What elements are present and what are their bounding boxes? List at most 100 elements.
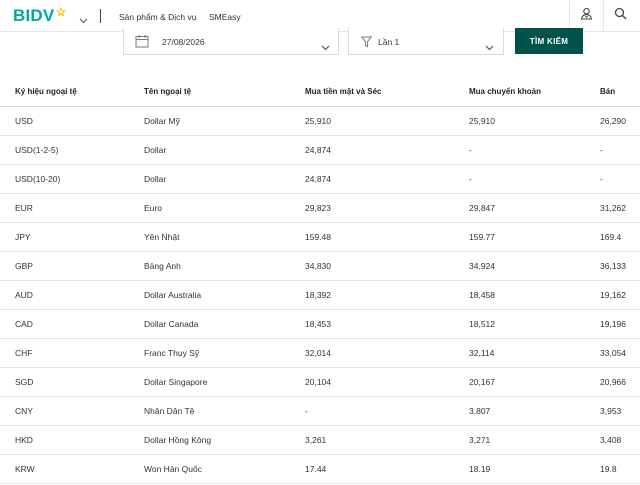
cell-code: CHF (15, 348, 33, 358)
filter-funnel-icon (360, 35, 373, 53)
search-icon (614, 7, 627, 25)
col-header-cash-buy: Mua tiền mặt và Séc (305, 87, 382, 96)
table-row: SGD Dollar Singapore 20,104 20,167 20,966 (0, 368, 640, 397)
cell-code: CAD (15, 319, 33, 329)
cell-name: Dollar Hồng Kông (144, 435, 212, 445)
table-body: USD Dollar Mỹ 25,910 25,910 26,290 USD(1-2-5)… (0, 107, 640, 484)
cell-cash-buy: 24,874 (305, 145, 331, 155)
cell-code: USD(1-2-5) (15, 145, 59, 155)
cell-sell: 3,953 (600, 406, 622, 416)
brand-menu-chevron-down-icon[interactable] (79, 11, 88, 29)
cell-transfer-buy: 34,924 (469, 261, 495, 271)
cell-name: Dollar Canada (144, 319, 199, 329)
cell-sell: 31,262 (600, 203, 626, 213)
logo-star-icon (55, 5, 67, 23)
date-picker[interactable]: 27/08/2026 (123, 28, 339, 55)
cell-code: AUD (15, 290, 33, 300)
table-row: KRW Won Hàn Quốc 17.44 18.19 19.8 (0, 455, 640, 484)
table-row: CAD Dollar Canada 18,453 18,512 19,196 (0, 310, 640, 339)
cell-code: SGD (15, 377, 34, 387)
cell-name: Dollar Mỹ (144, 116, 180, 126)
cell-name: Nhân Dân Tệ (144, 406, 195, 416)
table-row: EUR Euro 29,823 29,847 31,262 (0, 194, 640, 223)
table-row: CHF Franc Thụy Sỹ 32,014 32,114 33,054 (0, 339, 640, 368)
cell-cash-buy: 25,910 (305, 116, 331, 126)
user-button[interactable] (569, 0, 603, 32)
cell-sell: 169.4 (600, 232, 622, 242)
cell-name: Dollar Singapore (144, 377, 208, 387)
cell-transfer-buy: - (469, 174, 472, 184)
cell-cash-buy: 18,453 (305, 319, 331, 329)
table-row: CNY Nhân Dân Tệ - 3,807 3,953 (0, 397, 640, 426)
cell-cash-buy: 3,261 (305, 435, 327, 445)
table-row: GBP Bảng Anh 34,830 34,924 36,133 (0, 252, 640, 281)
cell-name: Dollar Australia (144, 290, 202, 300)
cell-sell: - (600, 145, 603, 155)
cell-name: Bảng Anh (144, 261, 181, 271)
table-row: USD Dollar Mỹ 25,910 25,910 26,290 (0, 107, 640, 136)
cell-name: Dollar (144, 174, 167, 184)
table-header-row: Ký hiệu ngoại tệ Tên ngoại tệ Mua tiền m… (0, 77, 640, 107)
cell-cash-buy: 24,874 (305, 174, 331, 184)
cell-cash-buy: - (305, 406, 308, 416)
cell-cash-buy: 18,392 (305, 290, 331, 300)
cell-sell: 19,162 (600, 290, 626, 300)
cell-transfer-buy: 18,512 (469, 319, 495, 329)
cell-name: Franc Thụy Sỹ (144, 348, 200, 358)
search-rates-button[interactable]: TÌM KIẾM (515, 28, 583, 54)
cell-transfer-buy: 25,910 (469, 116, 495, 126)
cell-transfer-buy: 29,847 (469, 203, 495, 213)
cell-sell: 26,290 (600, 116, 626, 126)
chevron-down-icon (321, 38, 330, 56)
nav-products-services[interactable]: Sản phẩm & Dịch vụ (119, 12, 197, 22)
cell-sell: 36,133 (600, 261, 626, 271)
col-header-name: Tên ngoại tệ (144, 87, 192, 96)
table-row: HKD Dollar Hồng Kông 3,261 3,271 3,408 (0, 426, 640, 455)
cell-cash-buy: 29,823 (305, 203, 331, 213)
cell-sell: 19.8 (600, 464, 617, 474)
cell-code: JPY (15, 232, 31, 242)
search-button[interactable] (603, 0, 637, 32)
exchange-rate-table: Ký hiệu ngoại tệ Tên ngoại tệ Mua tiền m… (0, 77, 640, 484)
cell-transfer-buy: 159.77 (469, 232, 495, 242)
table-row: USD(10-20) Dollar 24,874 - - (0, 165, 640, 194)
time-select[interactable]: Lần 1 (348, 28, 504, 55)
cell-cash-buy: 17.44 (305, 464, 327, 474)
cell-transfer-buy: - (469, 145, 472, 155)
bidv-logo[interactable]: BIDV (13, 5, 67, 25)
cell-transfer-buy: 20,167 (469, 377, 495, 387)
cell-sell: - (600, 174, 603, 184)
cell-transfer-buy: 3,271 (469, 435, 491, 445)
table-row: USD(1-2-5) Dollar 24,874 - - (0, 136, 640, 165)
cell-cash-buy: 20,104 (305, 377, 331, 387)
calendar-icon (135, 34, 149, 53)
user-icon (580, 7, 593, 25)
table-row: AUD Dollar Australia 18,392 18,458 19,162 (0, 281, 640, 310)
cell-name: Dollar (144, 145, 167, 155)
cell-sell: 19,196 (600, 319, 626, 329)
cell-transfer-buy: 18,458 (469, 290, 495, 300)
chevron-down-icon (485, 38, 494, 56)
nav-smeasy[interactable]: SMEasy (209, 12, 241, 22)
cell-name: Yên Nhật (144, 232, 180, 242)
cell-cash-buy: 159.48 (305, 232, 331, 242)
cell-sell: 20,966 (600, 377, 626, 387)
cell-cash-buy: 32,014 (305, 348, 331, 358)
cell-transfer-buy: 32,114 (469, 348, 495, 358)
table-row: JPY Yên Nhật 159.48 159.77 169.4 (0, 223, 640, 252)
cell-name: Won Hàn Quốc (144, 464, 202, 474)
logo-text: BIDV (13, 6, 55, 25)
cell-sell: 3,408 (600, 435, 622, 445)
col-header-sell: Bán (600, 87, 616, 96)
cell-transfer-buy: 3,807 (469, 406, 491, 416)
cell-code: USD (15, 116, 33, 126)
col-header-transfer-buy: Mua chuyển khoản (469, 87, 542, 96)
cell-cash-buy: 34,830 (305, 261, 331, 271)
col-header-code: Ký hiệu ngoại tệ (15, 87, 77, 96)
cell-code: USD(10-20) (15, 174, 61, 184)
cell-code: GBP (15, 261, 33, 271)
date-value: 27/08/2026 (162, 37, 205, 47)
cell-code: HKD (15, 435, 33, 445)
header-divider (100, 9, 101, 23)
cell-code: CNY (15, 406, 33, 416)
